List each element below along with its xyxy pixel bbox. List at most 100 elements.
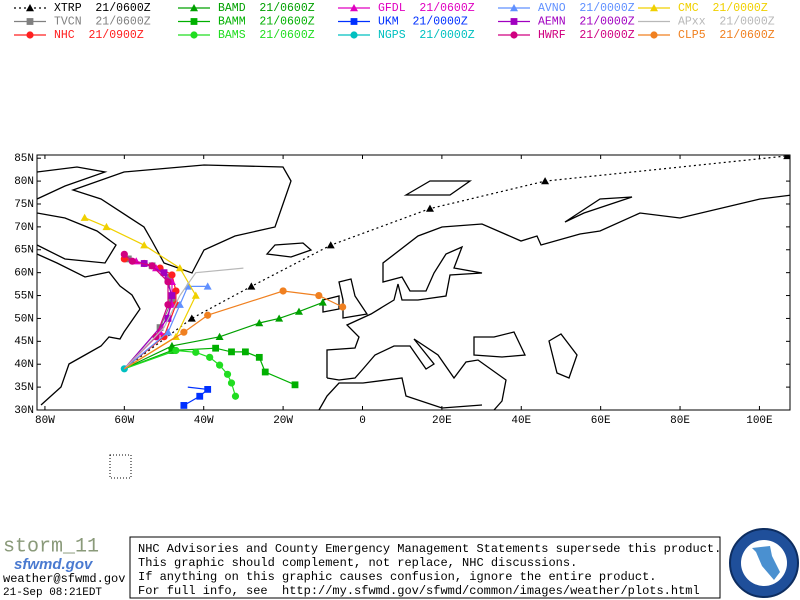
disclaimer-line: For full info, see http://my.sfwmd.gov/s… — [138, 584, 700, 598]
track-point — [275, 314, 284, 322]
track-point — [175, 300, 184, 308]
track-line — [123, 290, 343, 370]
track-point — [255, 319, 264, 327]
legend-marker — [350, 4, 358, 12]
email: weather@sfwmd.gov — [3, 572, 125, 586]
track-point — [279, 287, 287, 295]
lat-tick-label: 75N — [14, 199, 34, 211]
legend-marker — [350, 31, 358, 39]
track-point — [231, 392, 240, 400]
track-line — [123, 267, 244, 370]
lon-tick-label: 0 — [359, 415, 366, 427]
timestamp: 21-Sep 08:21EDT — [3, 587, 102, 599]
track-point — [318, 298, 327, 306]
track-point — [180, 402, 188, 409]
lon-tick-label: 60E — [591, 415, 611, 427]
legend-label: BAMS 21/0600Z — [218, 29, 315, 42]
lat-tick-label: 70N — [14, 222, 34, 234]
track-point — [291, 381, 299, 389]
black-sea — [473, 331, 526, 358]
track-point — [228, 348, 235, 356]
track-point — [326, 241, 335, 249]
track-line — [183, 386, 210, 406]
track-point — [203, 282, 212, 290]
lat-tick-label: 60N — [14, 268, 34, 280]
legend-marker — [650, 31, 658, 39]
legend-marker — [26, 18, 34, 25]
track-point — [128, 257, 136, 265]
track-point — [148, 262, 156, 270]
track-point — [204, 311, 212, 319]
legend-label: TVCN 21/0600Z — [54, 16, 151, 29]
lat-tick-label: 30N — [14, 405, 34, 417]
model-track — [124, 298, 327, 370]
legend-label: AVNO 21/0000Z — [538, 2, 635, 15]
storm-id: storm_11 — [3, 535, 99, 558]
legend-label: UKM 21/0000Z — [378, 16, 468, 29]
track-point — [160, 269, 168, 277]
track-point — [339, 303, 347, 311]
lat-tick-label: 35N — [14, 382, 34, 394]
legend-marker — [510, 4, 518, 12]
track-point — [315, 291, 323, 300]
track-point — [191, 291, 200, 299]
seal-state — [752, 546, 780, 580]
track-point — [164, 301, 172, 309]
model-track — [124, 344, 299, 389]
lon-tick-label: 40E — [511, 415, 531, 427]
legend-label: HWRF 21/0000Z — [538, 29, 635, 42]
placeholder-box — [109, 454, 132, 479]
north-america-coast — [37, 253, 141, 406]
disclaimer-box — [129, 536, 721, 599]
lat-tick-label: 55N — [14, 290, 34, 302]
disclaimer-line: NHC Advisories and County Emergency Mana… — [138, 542, 721, 556]
africa-north — [318, 377, 483, 410]
track-point — [168, 271, 176, 279]
track-point — [164, 278, 172, 286]
track-point — [215, 332, 224, 340]
logo-text: sfwmd.gov — [14, 556, 94, 573]
model-track — [124, 346, 240, 400]
track-point — [168, 292, 176, 299]
track-point — [247, 282, 256, 290]
track-point — [124, 255, 132, 263]
legend-marker — [510, 18, 518, 25]
disclaimer-line: If anything on this graphic causes confu… — [138, 570, 656, 584]
track-point — [541, 177, 550, 185]
model-track — [123, 267, 244, 370]
track-point — [255, 353, 263, 361]
track-point — [227, 379, 236, 387]
track-point — [425, 204, 434, 212]
legend-label: APxx 21/0000Z — [678, 16, 775, 29]
lat-tick-label: 45N — [14, 336, 34, 348]
model-track — [123, 282, 212, 370]
legend-label: BAMM 21/0600Z — [218, 16, 315, 29]
iceland — [265, 242, 313, 258]
greenland — [70, 164, 292, 274]
legend-label: XTRP 21/0600Z — [54, 2, 151, 15]
model-track — [180, 385, 212, 409]
lon-tick-label: 40W — [194, 415, 214, 427]
lat-tick-label: 85N — [14, 153, 34, 165]
lat-tick-label: 80N — [14, 176, 34, 188]
track-point — [120, 250, 128, 258]
map-frame — [36, 154, 791, 411]
legend-marker — [510, 31, 518, 39]
track-point — [223, 370, 232, 378]
track-point — [168, 347, 176, 354]
track-point — [152, 333, 160, 341]
track-point — [206, 353, 214, 361]
track-point — [164, 273, 172, 281]
arctic-islands — [37, 166, 108, 200]
lon-tick-label: 60W — [114, 415, 134, 427]
legend-marker — [26, 4, 34, 12]
track-point — [241, 348, 249, 356]
coastlines — [37, 164, 790, 410]
eurasia-coast — [326, 194, 790, 378]
track-point — [261, 368, 269, 376]
model-track — [80, 213, 200, 370]
model-track — [123, 155, 790, 370]
